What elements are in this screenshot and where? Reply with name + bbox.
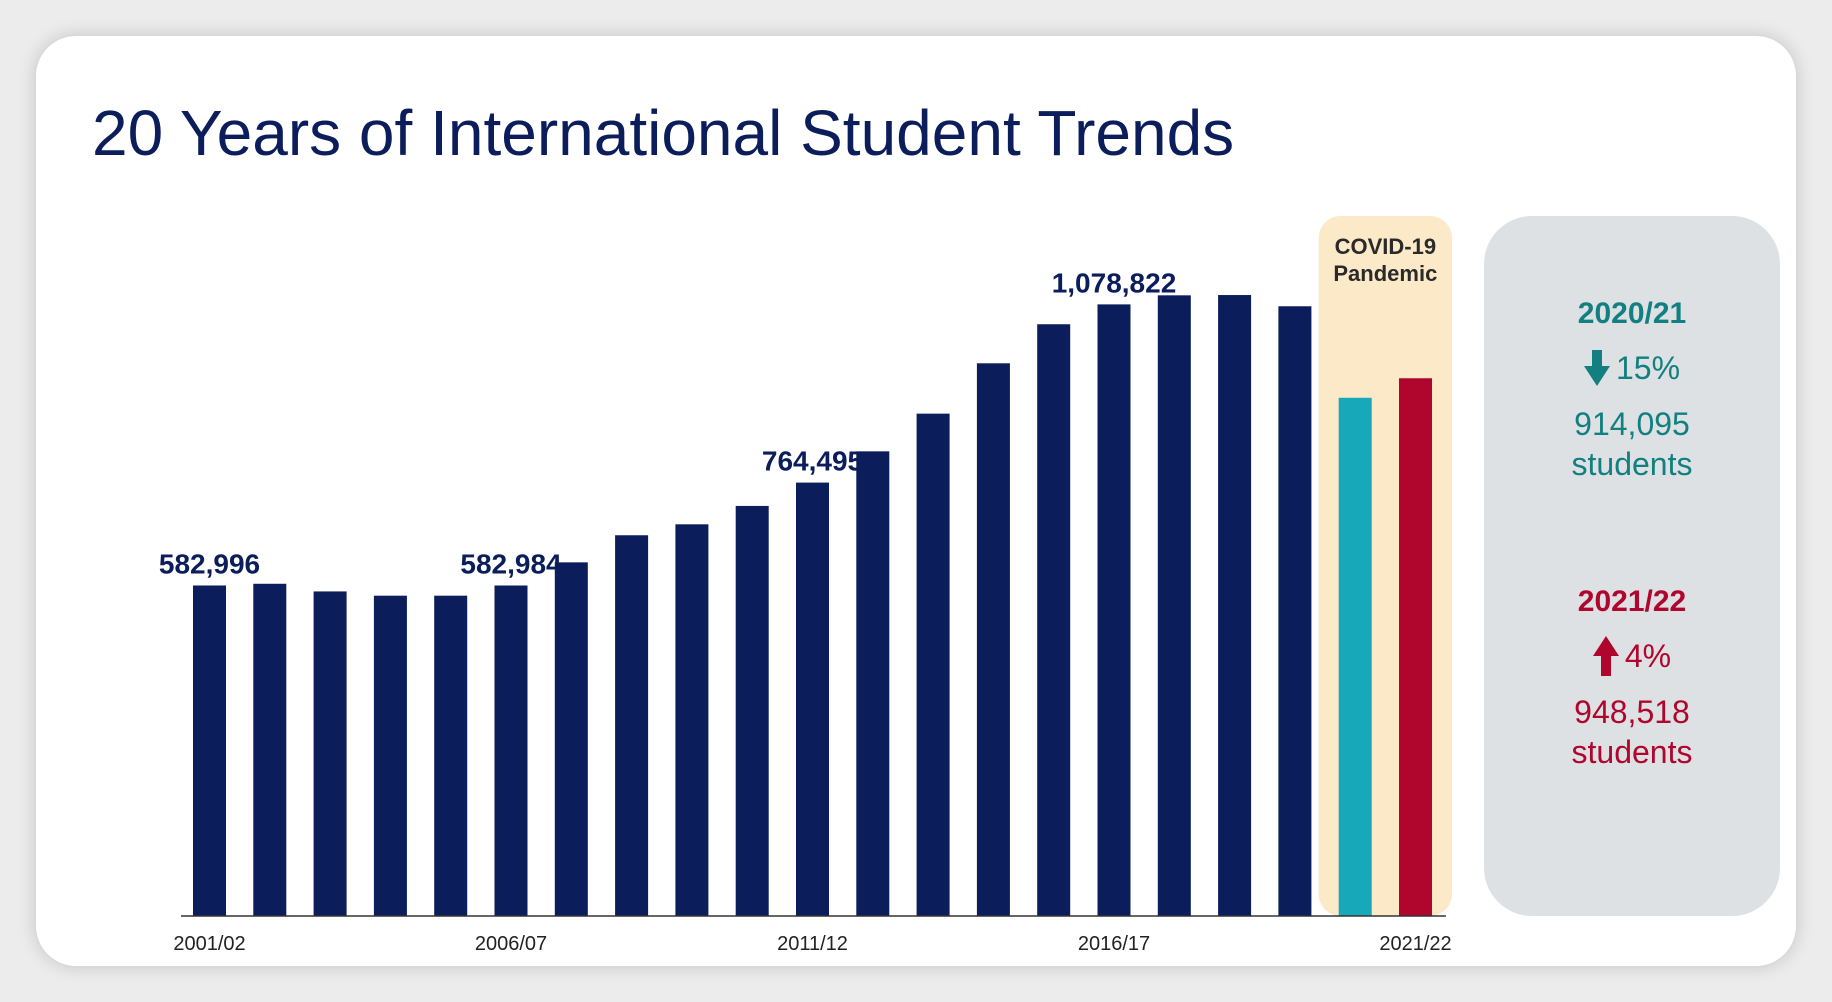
bar-2019-20 <box>1278 306 1312 917</box>
x-tick-label-2011-12: 2011/12 <box>777 933 848 955</box>
bar-2013-14 <box>916 413 950 916</box>
bar-2004-05 <box>373 595 407 916</box>
x-tick-label-2021-22: 2021/22 <box>1379 933 1451 955</box>
bar-2018-19 <box>1218 295 1252 917</box>
stat-2020-change-row: 15% <box>1484 348 1780 388</box>
bar-2006-07 <box>494 585 528 916</box>
bar-2007-08 <box>554 562 588 916</box>
stat-2020-year: 2020/21 <box>1577 297 1687 330</box>
stat-2021-count-unit: students <box>1571 734 1693 770</box>
page-title: 20 Years of International Student Trends <box>92 97 1235 169</box>
stat-2021-change: 4% <box>1624 638 1672 674</box>
infographic-card: 20 Years of International Student Trends… <box>36 36 1796 966</box>
arrow-up-icon <box>1592 636 1619 676</box>
x-tick-label-2001-02: 2001/02 <box>173 933 245 955</box>
stat-2020-block: 2020/21 15% 914,095 students <box>1484 296 1780 484</box>
stats-panel: 2020/21 15% 914,095 students 2021/22 <box>1484 216 1780 916</box>
stat-2021-year: 2021/22 <box>1577 585 1687 618</box>
data-label-2006-07: 582,984 <box>460 548 562 579</box>
bar-2014-15 <box>976 363 1010 916</box>
stat-2021-count-number: 948,518 <box>1574 694 1690 730</box>
bar-2021-22 <box>1399 378 1432 916</box>
bar-2011-12 <box>796 482 829 916</box>
stat-2021-block: 2021/22 4% 948,518 students <box>1484 584 1780 772</box>
arrow-down-icon <box>1583 350 1610 386</box>
stat-2020-change: 15% <box>1615 350 1681 386</box>
covid-band-label-line2: Pandemic <box>1333 261 1437 286</box>
stat-2020-count-unit: students <box>1571 446 1693 482</box>
bar-2003-04 <box>313 591 347 916</box>
x-tick-label-2006-07: 2006/07 <box>475 933 547 955</box>
bar-2020-21 <box>1338 397 1372 916</box>
bar-2009-10 <box>675 524 709 916</box>
stat-2021-count: 948,518 students <box>1484 692 1780 772</box>
stat-2020-count: 914,095 students <box>1484 404 1780 484</box>
bar-2010-11 <box>735 505 769 916</box>
bar-2002-03 <box>253 583 287 916</box>
data-label-2011-12: 764,495 <box>762 446 863 477</box>
bar-2001-02 <box>193 585 226 916</box>
bar-2015-16 <box>1037 324 1071 916</box>
bar-2008-09 <box>615 535 649 916</box>
x-tick-label-2016-17: 2016/17 <box>1078 933 1150 955</box>
data-label-2016-17: 1,078,822 <box>1052 267 1177 298</box>
bar-2017-18 <box>1157 295 1191 916</box>
bar-2005-06 <box>434 595 468 916</box>
covid-band-label-line1: COVID-19 <box>1335 234 1436 259</box>
data-label-2001-02: 582,996 <box>159 548 260 579</box>
stat-2020-count-number: 914,095 <box>1574 406 1690 442</box>
stat-2021-change-row: 4% <box>1484 636 1780 676</box>
bar-2012-13 <box>856 451 890 916</box>
bar-2016-17 <box>1097 304 1131 916</box>
covid-band <box>1318 216 1452 916</box>
